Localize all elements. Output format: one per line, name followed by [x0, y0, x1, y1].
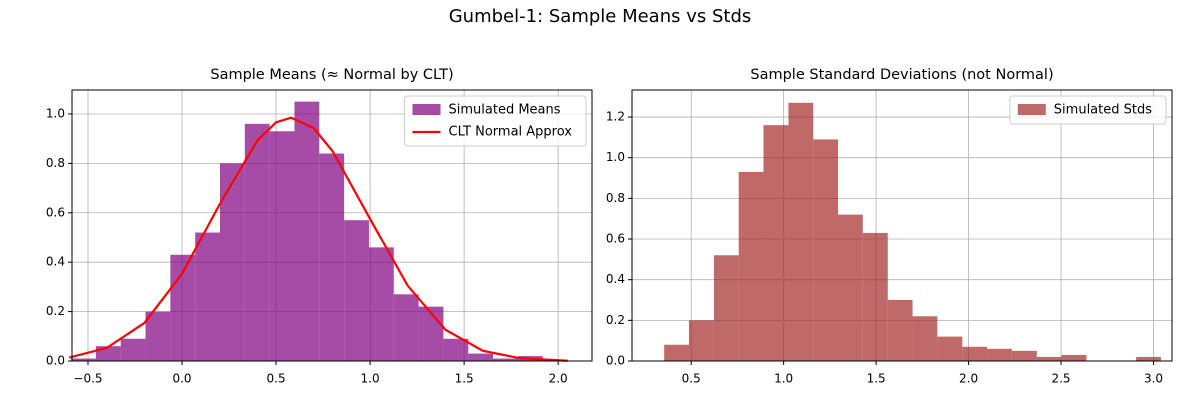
legend-label: Simulated Means	[449, 103, 561, 118]
legend-label: Simulated Stds	[1054, 103, 1152, 118]
y-tick-label: 1.0	[46, 106, 65, 120]
histogram-bar	[195, 232, 221, 361]
x-tick-label: −0.5	[73, 372, 102, 386]
chart-title: Sample Means (≈ Normal by CLT)	[210, 67, 453, 83]
axes-frame	[71, 89, 593, 362]
histogram-bar	[738, 171, 764, 361]
histogram-bar	[220, 163, 245, 361]
legend-label: CLT Normal Approx	[449, 125, 573, 140]
x-tick-label: 0.0	[172, 372, 191, 386]
histogram-bar	[1011, 350, 1037, 361]
y-tick-label: 0.8	[606, 191, 625, 205]
figure-title: Gumbel-1: Sample Means vs Stds	[449, 6, 752, 27]
histogram-bar	[937, 336, 963, 361]
axes-frame	[631, 89, 1173, 362]
y-tick-label: 0.0	[46, 354, 65, 368]
histogram-bar	[493, 358, 518, 361]
histogram-bar	[244, 123, 270, 362]
histogram-bar	[95, 346, 121, 361]
histogram-bar	[664, 344, 689, 361]
histogram-bar	[838, 214, 863, 361]
y-tick-label: 0.4	[606, 272, 625, 286]
histogram-bar	[393, 294, 419, 361]
y-tick-label: 0.6	[606, 232, 625, 246]
x-tick-label: 2.5	[1051, 372, 1070, 386]
x-tick-label: 1.0	[774, 372, 793, 386]
histogram-bar	[862, 232, 888, 361]
histogram-bar	[788, 102, 814, 361]
histogram-bar	[418, 306, 444, 361]
y-tick-label: 0.2	[46, 304, 65, 318]
x-tick-label: 2.0	[959, 372, 978, 386]
histogram-bar	[71, 358, 96, 361]
x-tick-label: 0.5	[267, 372, 286, 386]
x-tick-label: 1.5	[867, 372, 886, 386]
x-tick-label: 3.0	[1144, 372, 1163, 386]
histogram-bar	[887, 300, 913, 361]
y-tick-label: 0.2	[606, 313, 625, 327]
histogram-bar	[763, 125, 789, 361]
histogram-bar	[1036, 356, 1062, 361]
histogram-bar	[145, 311, 171, 361]
histogram-bar	[688, 320, 714, 361]
histogram-bar	[912, 316, 938, 361]
legend	[1009, 95, 1167, 125]
histogram-bar	[443, 338, 469, 361]
y-tick-label: 0.8	[46, 156, 65, 170]
histogram-bar	[1061, 354, 1087, 361]
histogram-bar	[987, 348, 1012, 361]
y-tick-label: 0.6	[46, 205, 65, 219]
histogram-bar	[468, 353, 494, 361]
x-tick-label: 0.5	[682, 372, 701, 386]
y-tick-label: 1.0	[606, 150, 625, 164]
histogram-bar	[962, 346, 988, 361]
x-tick-label: 1.5	[455, 372, 474, 386]
histogram-bar	[294, 101, 320, 362]
histogram-bar	[344, 220, 369, 361]
histogram-bar	[120, 338, 146, 361]
legend-swatch	[1017, 104, 1046, 115]
histogram-bar	[1136, 356, 1161, 361]
y-tick-label: 0.0	[606, 354, 625, 368]
histogram-bar	[813, 139, 839, 361]
x-tick-label: 1.0	[361, 372, 380, 386]
legend	[404, 95, 587, 147]
histogram-bar	[269, 131, 295, 361]
y-tick-label: 0.4	[46, 255, 65, 269]
chart-title: Sample Standard Deviations (not Normal)	[750, 67, 1053, 83]
y-tick-label: 1.2	[606, 110, 625, 124]
histogram-bar	[368, 247, 394, 361]
x-tick-label: 2.0	[549, 372, 568, 386]
curve	[68, 116, 568, 362]
histogram-bar	[713, 255, 739, 361]
histogram-bar	[319, 153, 345, 361]
legend-swatch	[412, 104, 441, 115]
